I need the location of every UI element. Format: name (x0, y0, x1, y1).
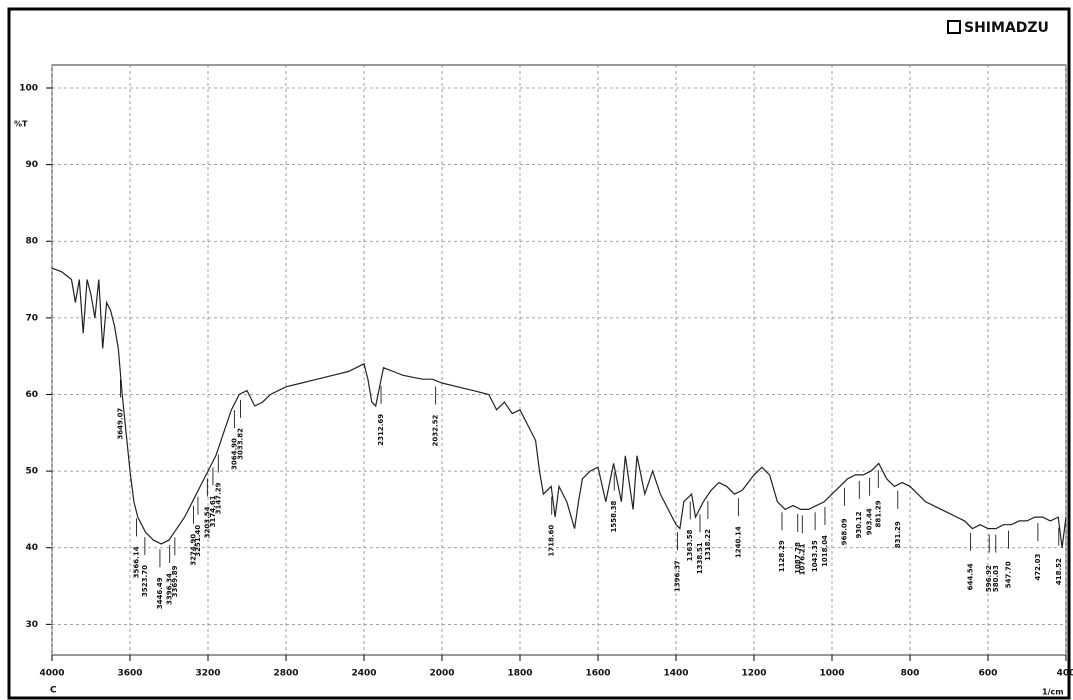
brand-logo (947, 20, 961, 34)
peak-label: 3064.90 (230, 438, 238, 470)
peak-label: 472.03 (1034, 553, 1042, 580)
peak-label: 881.29 (874, 500, 882, 527)
peak-label: 1558.38 (610, 500, 618, 532)
peak-label: 3274.90 (189, 534, 197, 566)
x-tick-label: 2400 (351, 669, 376, 679)
x-axis-sublabel: C (50, 686, 57, 696)
peak-label: 644.54 (967, 563, 975, 590)
x-axis-label: 1/cm (1042, 688, 1064, 697)
y-axis-label: %T (14, 120, 28, 129)
peak-label: 3649.07 (116, 408, 124, 440)
plot-area (51, 64, 1067, 656)
x-tick-label: 400 (1057, 669, 1073, 679)
y-tick-label: 90 (25, 160, 38, 170)
peak-label: 2312.69 (377, 414, 385, 446)
peak-label: 1338.51 (696, 542, 704, 574)
peak-label: 3174.61 (209, 495, 217, 527)
peak-label: 930.12 (855, 511, 863, 538)
peak-label: 1076.21 (798, 543, 806, 575)
frame (7, 7, 1071, 700)
x-tick-label: 1000 (819, 669, 844, 679)
peak-label: 3396.34 (166, 573, 174, 605)
y-tick-label: 60 (25, 390, 38, 400)
x-tick-label: 1200 (741, 669, 766, 679)
y-tick-label: 50 (25, 467, 38, 477)
y-tick-label: 40 (25, 543, 38, 553)
peak-label: 1018.04 (821, 535, 829, 567)
peak-label: 418.52 (1055, 558, 1063, 585)
peak-label: 1718.60 (548, 525, 556, 557)
peak-label: 3523.70 (141, 565, 149, 597)
peak-label: 3566.14 (133, 546, 141, 578)
peak-label: 2032.52 (432, 414, 440, 446)
x-tick-label: 3600 (117, 669, 142, 679)
peak-label: 3203.54 (203, 506, 211, 538)
peak-label: 580.03 (992, 565, 1000, 592)
peak-label: 596.92 (985, 565, 993, 592)
y-tick-label: 100 (19, 83, 38, 93)
x-tick-label: 800 (901, 669, 920, 679)
peak-label: 3251.40 (194, 525, 202, 557)
peak-label: 968.09 (840, 518, 848, 545)
y-tick-label: 80 (25, 237, 38, 247)
y-tick-label: 30 (25, 620, 38, 630)
x-tick-label: 1400 (663, 669, 688, 679)
peak-label: 3033.82 (236, 428, 244, 460)
peak-label: 1363.58 (686, 529, 694, 561)
peak-label: 1318.22 (704, 529, 712, 561)
x-tick-label: 3200 (195, 669, 220, 679)
x-tick-label: 2800 (273, 669, 298, 679)
peak-label: 831.29 (894, 521, 902, 548)
peak-label: 1396.37 (673, 560, 681, 592)
x-tick-label: 1800 (507, 669, 532, 679)
peak-label: 1240.14 (734, 526, 742, 558)
peak-label: 1128.29 (778, 540, 786, 572)
peak-label: 903.44 (866, 508, 874, 535)
x-tick-label: 4000 (39, 669, 64, 679)
peak-label: 3369.89 (171, 565, 179, 597)
x-tick-label: 1600 (585, 669, 610, 679)
x-tick-label: 600 (979, 669, 998, 679)
x-tick-label: 2000 (429, 669, 454, 679)
y-tick-label: 70 (25, 313, 38, 323)
spectrum-line (51, 267, 1067, 548)
peak-label: 547.70 (1004, 561, 1012, 588)
brand: SHIMADZU (964, 20, 1049, 36)
peak-label: 3147.29 (214, 482, 222, 514)
peak-label: 1087.78 (794, 542, 802, 574)
peak-label: 3446.49 (156, 577, 164, 609)
peak-label: 1043.35 (811, 540, 819, 572)
